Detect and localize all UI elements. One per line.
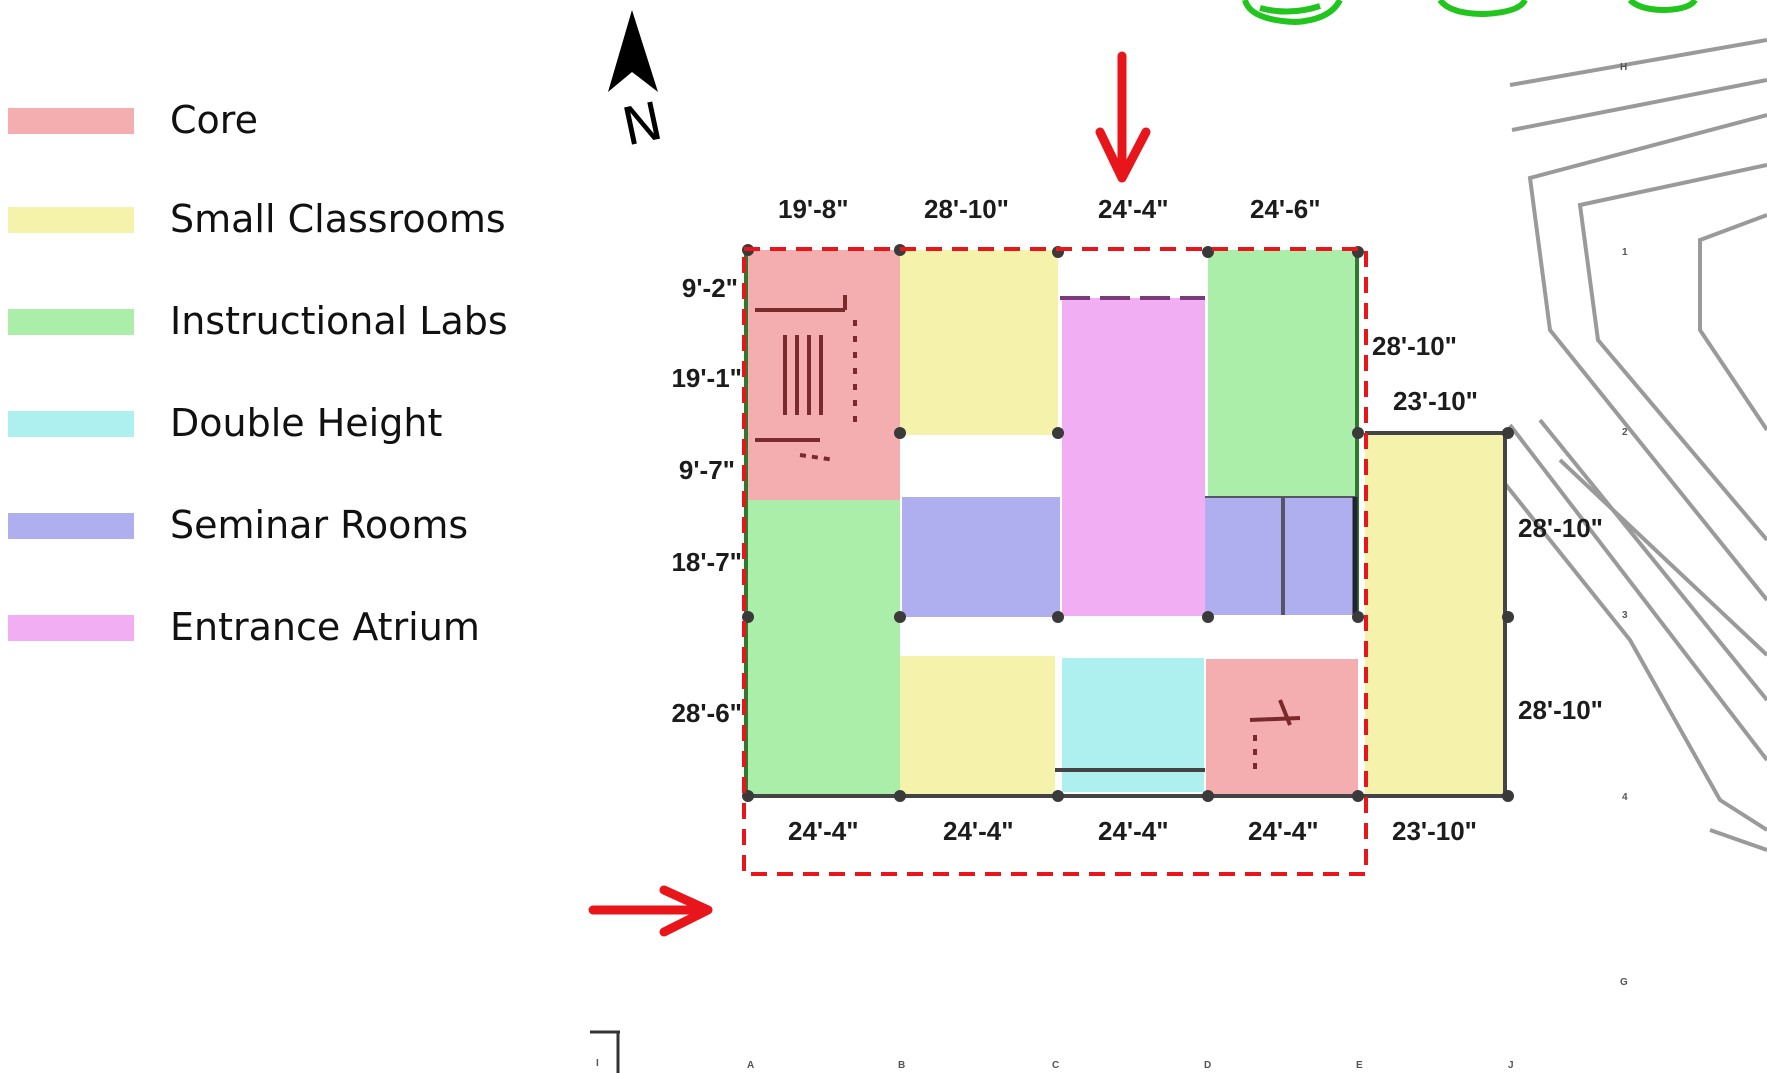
zone-small-classroom-east bbox=[1365, 435, 1505, 798]
grid-label-row-1: 1 bbox=[1622, 247, 1628, 258]
topographic-contours bbox=[1468, 38, 1767, 852]
legend-swatch-entrance-atrium bbox=[8, 615, 134, 641]
legend-label-entrance-atrium: Entrance Atrium bbox=[170, 605, 480, 649]
legend-label-small-classrooms: Small Classrooms bbox=[170, 197, 506, 241]
grid-label-col-e: E bbox=[1356, 1060, 1363, 1071]
grid-label-col-d: D bbox=[1204, 1060, 1211, 1071]
grid-label-col-j: J bbox=[1508, 1060, 1514, 1071]
dim-left-4: 18'-7" bbox=[671, 547, 742, 577]
dim-right-outer-2: 28'-10" bbox=[1518, 695, 1603, 725]
legend-label-core: Core bbox=[170, 98, 258, 142]
zone-instructional-lab-west bbox=[746, 500, 900, 796]
dim-right-outer-1: 28'-10" bbox=[1518, 513, 1603, 543]
dim-bottom-1: 24'-4" bbox=[788, 816, 859, 846]
zone-seminar-room-west bbox=[902, 497, 1060, 617]
arrow-right-icon bbox=[588, 885, 713, 937]
legend: Core Small Classrooms Instructional Labs… bbox=[0, 0, 560, 760]
dim-left-5: 28'-6" bbox=[671, 698, 742, 728]
grid-label-row-4: 4 bbox=[1622, 792, 1628, 803]
dim-bottom-4: 24'-4" bbox=[1248, 816, 1319, 846]
dim-bottom-2: 24'-4" bbox=[943, 816, 1014, 846]
legend-item-seminar-rooms: Seminar Rooms bbox=[8, 505, 548, 545]
grid-label-col-b: B bbox=[898, 1060, 905, 1071]
north-label: N bbox=[617, 92, 668, 159]
grid-label-col-a: A bbox=[747, 1060, 754, 1071]
dim-right-inner-2: 23'-10" bbox=[1393, 386, 1478, 416]
legend-label-instructional-labs: Instructional Labs bbox=[170, 299, 508, 343]
dim-top-4: 24'-6" bbox=[1250, 194, 1321, 224]
arrow-down-icon bbox=[1095, 51, 1151, 183]
dim-left-2: 19'-1" bbox=[671, 363, 742, 393]
grid-label-corner: I bbox=[596, 1058, 599, 1069]
north-arrow-icon bbox=[608, 10, 658, 92]
zone-small-classroom-south bbox=[900, 656, 1055, 796]
zones bbox=[746, 250, 1505, 798]
legend-item-double-height: Double Height bbox=[8, 403, 548, 443]
stair-detail bbox=[755, 295, 1301, 770]
legend-swatch-double-height bbox=[8, 411, 134, 437]
legend-label-seminar-rooms: Seminar Rooms bbox=[170, 503, 469, 547]
dim-left-3: 9'-7" bbox=[679, 455, 735, 485]
legend-item-instructional-labs: Instructional Labs bbox=[8, 301, 548, 341]
dim-bottom-5: 23'-10" bbox=[1392, 816, 1477, 846]
grid-label-row-2: 2 bbox=[1622, 427, 1628, 438]
dim-right-inner-1: 28'-10" bbox=[1372, 331, 1457, 361]
zone-instructional-lab-ne bbox=[1208, 250, 1358, 496]
dim-top-3: 24'-4" bbox=[1098, 194, 1169, 224]
corner-marker bbox=[590, 1030, 620, 1073]
legend-swatch-seminar-rooms bbox=[8, 513, 134, 539]
dim-bottom-3: 24'-4" bbox=[1098, 816, 1169, 846]
legend-item-core: Core bbox=[8, 100, 548, 140]
zone-core-south bbox=[1206, 659, 1358, 795]
zone-small-classroom-north bbox=[900, 250, 1058, 435]
grid-label-col-c: C bbox=[1052, 1060, 1059, 1071]
legend-swatch-core bbox=[8, 108, 134, 134]
grid-label-row-3: 3 bbox=[1622, 610, 1628, 621]
zone-entrance-atrium bbox=[1062, 298, 1205, 616]
grid-label-row-h: H bbox=[1620, 62, 1627, 73]
dim-top-1: 19'-8" bbox=[778, 194, 849, 224]
dim-top-2: 28'-10" bbox=[924, 194, 1009, 224]
legend-item-small-classrooms: Small Classrooms bbox=[8, 199, 548, 239]
legend-swatch-instructional-labs bbox=[8, 309, 134, 335]
tree-symbols bbox=[1242, 0, 1698, 26]
legend-swatch-small-classrooms bbox=[8, 207, 134, 233]
grid-label-row-g: G bbox=[1620, 977, 1628, 988]
legend-item-entrance-atrium: Entrance Atrium bbox=[8, 607, 548, 647]
legend-label-double-height: Double Height bbox=[170, 401, 443, 445]
dim-left-1: 9'-2" bbox=[682, 273, 738, 303]
